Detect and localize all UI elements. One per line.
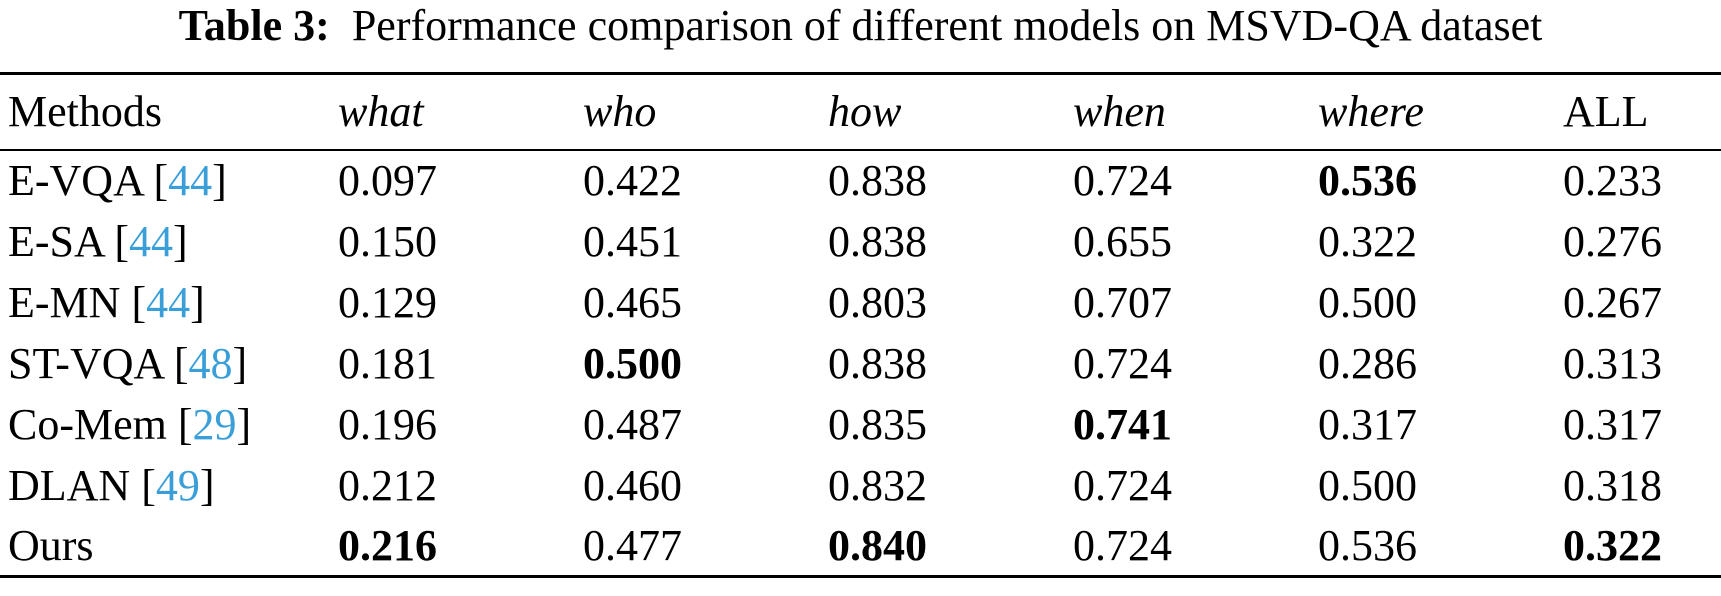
score-cell: 0.487 bbox=[583, 399, 682, 449]
header-all: ALL bbox=[1563, 87, 1649, 137]
score-cell: 0.317 bbox=[1318, 399, 1417, 449]
citation-link[interactable]: 44 bbox=[168, 156, 213, 205]
score-cell: 0.832 bbox=[828, 460, 927, 510]
score-cell: 0.181 bbox=[338, 338, 437, 388]
score-cell: 0.500 bbox=[1318, 277, 1417, 327]
score-cell: 0.835 bbox=[828, 399, 927, 449]
method-cell: E-VQA [44] bbox=[8, 156, 227, 205]
method-cell: DLAN [49] bbox=[8, 460, 215, 510]
method-name: Ours bbox=[8, 520, 94, 570]
score-cell: 0.838 bbox=[828, 216, 927, 266]
header-methods: Methods bbox=[8, 87, 162, 137]
score-cell: 0.707 bbox=[1073, 277, 1172, 327]
score-cell: 0.536 bbox=[1318, 156, 1417, 205]
citation-link[interactable]: 48 bbox=[188, 338, 233, 388]
score-cell: 0.838 bbox=[828, 338, 927, 388]
header-who: who bbox=[583, 87, 657, 137]
table-row: ST-VQA [48] 0.181 0.500 0.838 0.724 0.286 0.31… bbox=[0, 333, 1721, 394]
score-cell: 0.724 bbox=[1073, 156, 1172, 205]
score-cell: 0.322 bbox=[1318, 216, 1417, 266]
method-name: Co-Mem bbox=[8, 399, 167, 449]
header-row: Methods what who how when where ALL bbox=[0, 73, 1721, 150]
header-how: how bbox=[828, 87, 902, 137]
score-cell: 0.097 bbox=[338, 156, 437, 205]
table-row: Ours 0.216 0.477 0.840 0.724 0.536 0.322 bbox=[0, 516, 1721, 577]
score-cell: 0.233 bbox=[1563, 156, 1662, 205]
method-name: DLAN bbox=[8, 460, 131, 510]
score-cell: 0.451 bbox=[583, 216, 682, 266]
citation-link[interactable]: 49 bbox=[155, 460, 200, 510]
table-row: E-VQA [44] 0.097 0.422 0.838 0.724 0.536 0.233 bbox=[0, 150, 1721, 211]
score-cell: 0.322 bbox=[1563, 520, 1662, 570]
score-cell: 0.500 bbox=[583, 338, 682, 388]
score-cell: 0.724 bbox=[1073, 520, 1172, 570]
caption-label: Table 3: bbox=[178, 1, 330, 50]
score-cell: 0.276 bbox=[1563, 216, 1662, 266]
method-name: E-VQA bbox=[8, 156, 143, 205]
method-name: E-MN bbox=[8, 277, 121, 327]
score-cell: 0.286 bbox=[1318, 338, 1417, 388]
score-cell: 0.318 bbox=[1563, 460, 1662, 510]
score-cell: 0.536 bbox=[1318, 520, 1417, 570]
method-cell: Ours bbox=[0, 516, 330, 577]
header-when: when bbox=[1073, 87, 1166, 137]
caption-text: Performance comparison of different mode… bbox=[351, 1, 1543, 50]
table-caption: Table 3: Performance comparison of diffe… bbox=[0, 2, 1721, 50]
method-name: ST-VQA bbox=[8, 338, 163, 388]
score-cell: 0.741 bbox=[1073, 399, 1172, 449]
results-table: Methods what who how when where ALL E-VQ… bbox=[0, 72, 1721, 578]
method-cell: ST-VQA [48] bbox=[8, 338, 248, 388]
score-cell: 0.838 bbox=[828, 156, 927, 205]
method-cell: Co-Mem [29] bbox=[8, 399, 252, 449]
score-cell: 0.313 bbox=[1563, 338, 1662, 388]
table-row: E-SA [44] 0.150 0.451 0.838 0.655 0.322 0.276 bbox=[0, 211, 1721, 272]
citation-link[interactable]: 44 bbox=[146, 277, 191, 327]
citation-link[interactable]: 44 bbox=[129, 216, 174, 266]
table-row: DLAN [49] 0.212 0.460 0.832 0.724 0.500 0.318 bbox=[0, 455, 1721, 516]
header-what: what bbox=[338, 87, 424, 137]
score-cell: 0.150 bbox=[338, 216, 437, 266]
score-cell: 0.267 bbox=[1563, 277, 1662, 327]
score-cell: 0.212 bbox=[338, 460, 437, 510]
method-cell: E-MN [44] bbox=[8, 277, 205, 327]
score-cell: 0.216 bbox=[338, 520, 437, 570]
score-cell: 0.840 bbox=[828, 520, 927, 570]
score-cell: 0.196 bbox=[338, 399, 437, 449]
score-cell: 0.317 bbox=[1563, 399, 1662, 449]
score-cell: 0.724 bbox=[1073, 338, 1172, 388]
score-cell: 0.477 bbox=[583, 520, 682, 570]
method-cell: E-SA [44] bbox=[8, 216, 188, 266]
method-name: E-SA bbox=[8, 216, 104, 266]
table-row: Co-Mem [29] 0.196 0.487 0.835 0.741 0.317 0.31… bbox=[0, 394, 1721, 455]
score-cell: 0.465 bbox=[583, 277, 682, 327]
table-row: E-MN [44] 0.129 0.465 0.803 0.707 0.500 0.267 bbox=[0, 272, 1721, 333]
score-cell: 0.655 bbox=[1073, 216, 1172, 266]
score-cell: 0.129 bbox=[338, 277, 437, 327]
score-cell: 0.460 bbox=[583, 460, 682, 510]
score-cell: 0.803 bbox=[828, 277, 927, 327]
citation-link[interactable]: 29 bbox=[192, 399, 237, 449]
score-cell: 0.724 bbox=[1073, 460, 1172, 510]
table-body: E-VQA [44] 0.097 0.422 0.838 0.724 0.536 0.233… bbox=[0, 150, 1721, 577]
score-cell: 0.500 bbox=[1318, 460, 1417, 510]
score-cell: 0.422 bbox=[583, 156, 682, 205]
header-where: where bbox=[1318, 87, 1424, 137]
